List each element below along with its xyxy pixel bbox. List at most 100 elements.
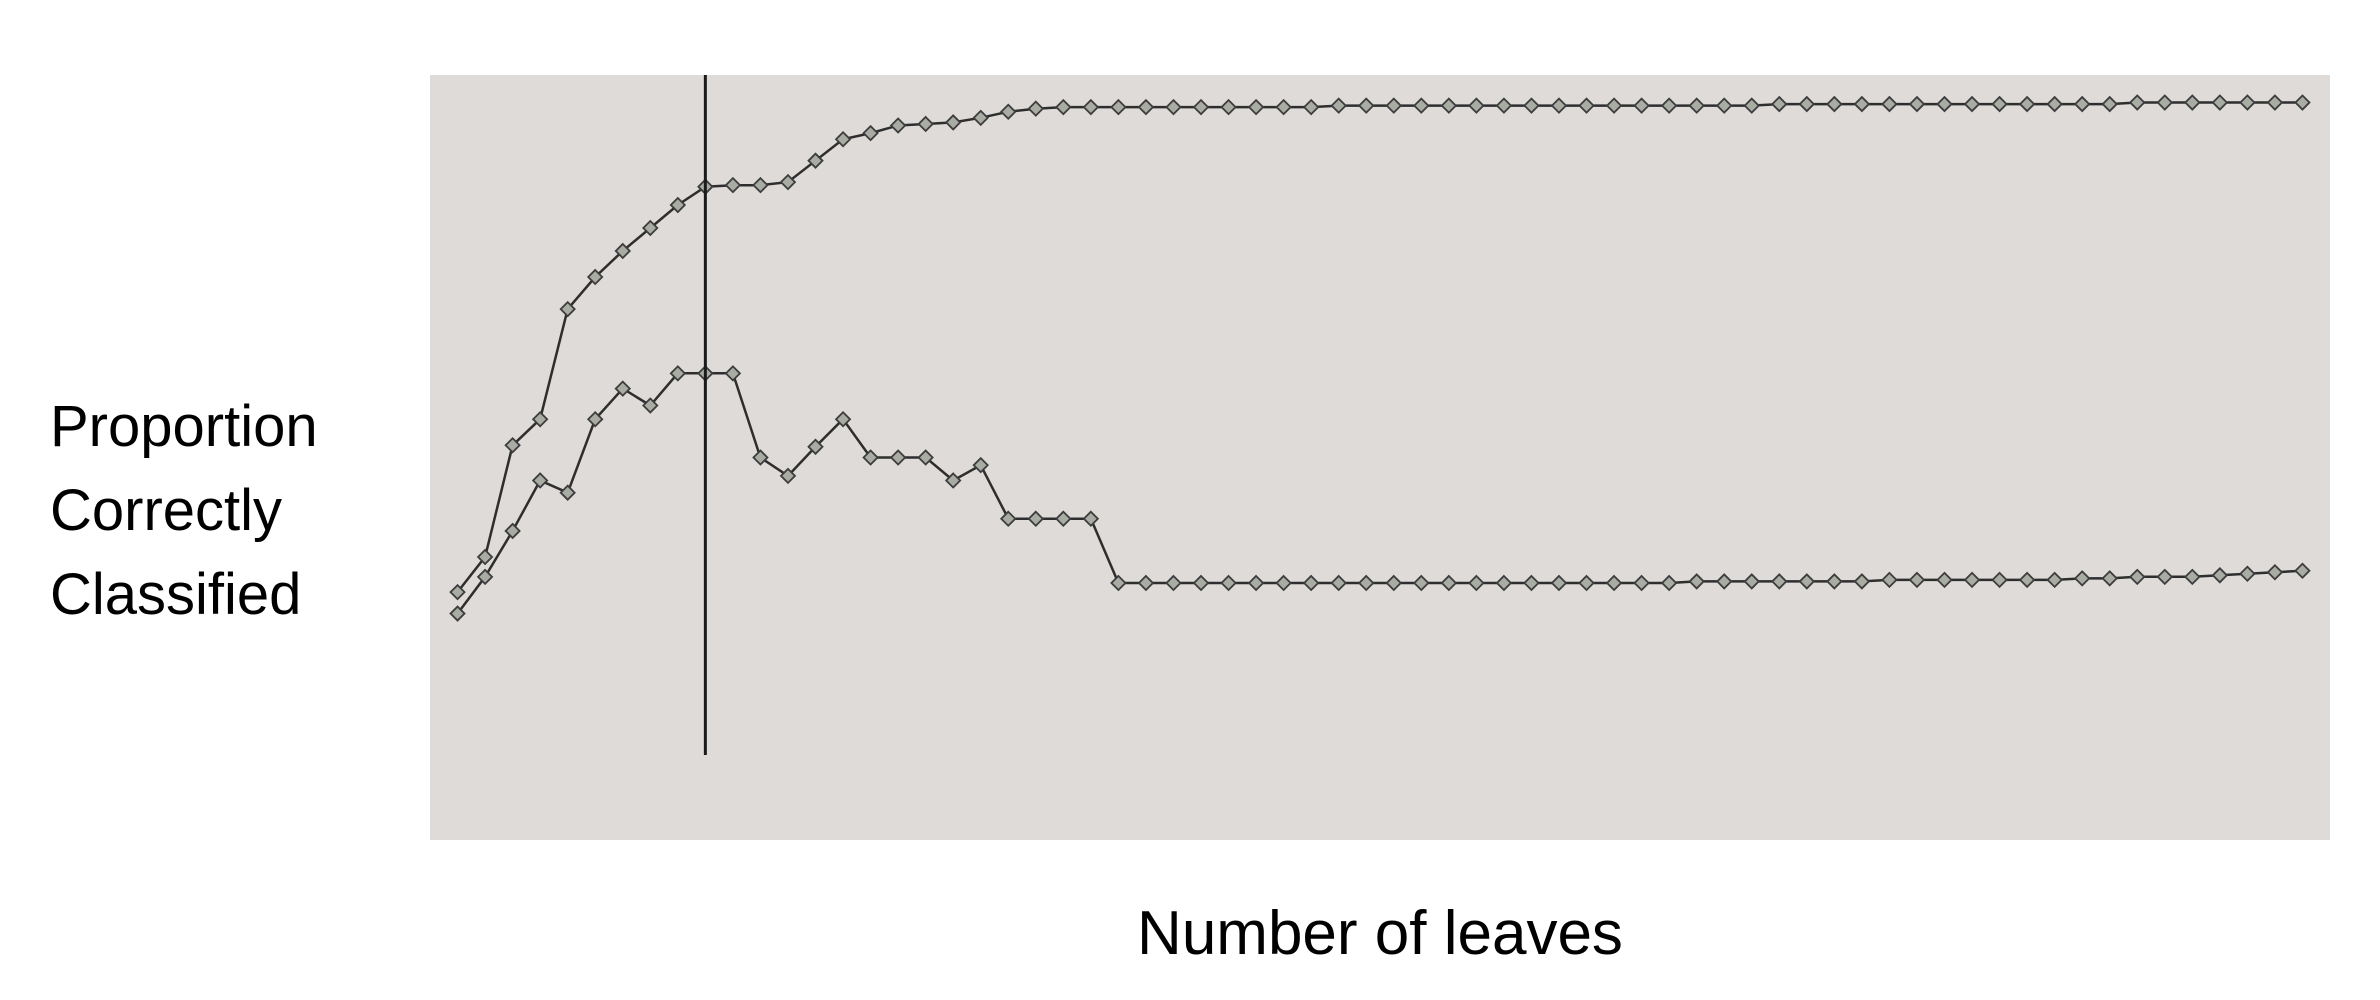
series-1-point [1715,97,1733,114]
series-2-point [1826,573,1843,590]
series-1-point [1192,98,1210,116]
series-1-point [449,583,466,601]
series-1-point [1247,98,1265,116]
series-1-point [2184,94,2201,111]
series-1-point [1550,97,1568,114]
series-2-point [1192,574,1210,592]
series-1-point [669,196,687,214]
series-2-point [807,438,824,456]
series-2-point [2211,567,2229,584]
series-1-point [1413,97,1430,114]
series-2-point [944,472,962,489]
series-2-point [1055,510,1072,527]
series-2-point [1660,574,1678,592]
series-1-point [2294,94,2311,111]
series-1-point [1440,97,1458,114]
series-2-point [917,449,934,466]
series-1-point [1165,98,1182,116]
series-1-point [1110,98,1127,116]
series-2-point [779,467,797,485]
series-1-point [1137,98,1155,116]
x-axis-label: Number of leaves [1137,899,1623,968]
series-1-point [834,130,852,148]
series-1-point [1220,98,1237,116]
series-1-point [2156,94,2174,111]
series-1-point [1578,97,1595,114]
series-1-point [1495,97,1513,114]
series-1-point [1302,98,1320,116]
series-2-point [449,605,466,622]
series-2-point [1798,573,1816,590]
plot-area [430,75,2330,840]
series-1-point [944,114,962,131]
series-2-point [1715,573,1733,590]
series-1-point [1082,98,1100,116]
series-2-point [1688,573,1705,590]
series-1-point [2239,94,2256,111]
series-2-point [1991,571,2008,589]
series-1-point [531,410,549,428]
series-2-point [1220,574,1237,592]
series-2-point [1302,574,1320,592]
series-2-point [1357,574,1375,592]
series-1-point [862,124,879,142]
series-1-point [1991,95,2008,113]
series-1-point [1055,98,1072,116]
series-2-point [1881,571,1898,589]
series-2-point [1440,574,1458,592]
series-1-point [1330,97,1347,114]
series-2-point [1027,510,1045,527]
series-1-point [1275,98,1292,116]
series-1-point [1027,100,1045,117]
series-1-point [1385,97,1403,114]
series-2-point [2046,571,2063,589]
series-2-point [1853,573,1871,590]
series-1-point [476,548,494,566]
series-2-point [2184,568,2201,586]
series-1-point [1605,97,1623,114]
series-1-point [1963,95,1981,113]
series-2-point [1413,574,1430,592]
series-2-point [614,380,632,397]
series-1-point [1633,97,1650,114]
series-1-point [724,176,742,194]
series-1-point [2046,95,2063,113]
series-1-point [972,109,989,127]
series-2-point [862,449,879,466]
series-1-point [999,103,1017,120]
series-1-point [2018,95,2036,113]
series-1-point [1936,95,1953,113]
series-1-point [586,268,604,286]
series-1-point [779,173,797,191]
series-2-point [752,449,769,466]
series-2-point [1110,574,1127,592]
series-2-point [2101,570,2118,587]
series-2-point [1275,574,1292,592]
series-1-point [1357,97,1375,114]
series-1-point [1468,97,1485,114]
series-1-point [2101,95,2118,113]
series-2-point [2239,565,2256,583]
series-layer [449,94,2311,622]
series-2-point [1578,574,1595,592]
series-2-point [1468,574,1485,592]
series-1-point [1523,97,1540,114]
series-2-point [642,397,659,414]
series-2-point [1523,574,1540,592]
series-2-point [1633,574,1650,592]
series-2-point [1605,574,1623,592]
series-2-point [669,365,687,382]
series-2-point [586,410,604,428]
series-1-point [504,436,521,454]
series-2-point [1137,574,1155,592]
series-2-point [1385,574,1403,592]
series-1-point [2073,95,2091,113]
series-1-point [1743,97,1761,114]
series-2-point [559,484,576,501]
y-axis-label: Proportion Correctly Classified [50,394,318,627]
series-2-point [2294,562,2311,579]
series-1-point [807,152,824,169]
series-1-point [642,219,659,237]
series-1-point [559,300,576,318]
series-1-point [1908,95,1926,113]
